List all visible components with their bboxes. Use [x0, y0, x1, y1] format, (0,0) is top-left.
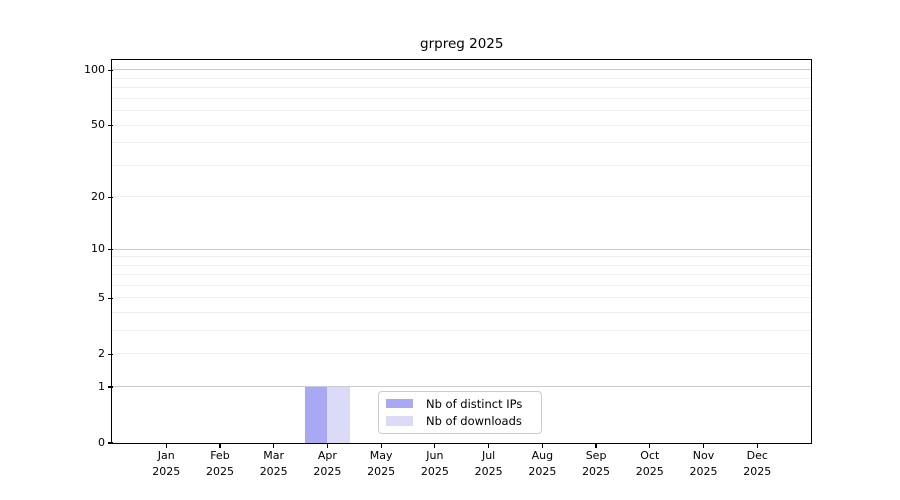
y-tick-label-0: 0 — [98, 436, 105, 449]
x-tick-sep — [595, 443, 597, 448]
y-gridline-minor-2 — [112, 353, 812, 355]
y-tick-50 — [107, 124, 113, 127]
y-tick-0 — [107, 442, 113, 444]
x-tick-label-jun: Jun 2025 — [420, 449, 449, 478]
y-gridline-minor-8 — [112, 264, 812, 266]
x-tick-jun — [434, 443, 436, 448]
y-tick-2 — [107, 353, 113, 355]
y-gridline-minor-80 — [112, 87, 812, 89]
y-gridline-minor-5 — [112, 297, 812, 299]
legend-swatch-distinct-ips — [386, 398, 413, 409]
legend-swatch-downloads — [386, 416, 413, 426]
y-tick-20 — [107, 196, 113, 198]
y-gridline-major-1 — [112, 386, 812, 388]
legend-item-downloads: Nb of downloads — [386, 414, 534, 428]
y-gridline-minor-50 — [112, 124, 812, 126]
x-tick-mar — [273, 443, 275, 448]
x-tick-apr — [326, 443, 328, 448]
y-gridline-minor-7 — [112, 274, 812, 276]
y-tick-label-2: 2 — [98, 347, 105, 361]
x-tick-label-mar: Mar 2025 — [259, 449, 288, 478]
legend-item-distinct-ips: Nb of distinct IPs — [386, 397, 534, 411]
x-tick-jul — [488, 443, 490, 448]
x-tick-label-oct: Oct 2025 — [635, 449, 664, 478]
legend: Nb of distinct IPs Nb of downloads — [378, 390, 542, 434]
x-tick-nov — [702, 443, 705, 448]
y-gridline-minor-30 — [112, 164, 812, 166]
x-tick-label-aug: Aug 2025 — [528, 449, 557, 478]
y-tick-label-50: 50 — [91, 118, 105, 132]
x-tick-oct — [649, 443, 651, 448]
y-gridline-minor-60 — [112, 110, 812, 112]
y-tick-label-20: 20 — [91, 190, 105, 204]
chart-title: grpreg 2025 — [420, 36, 504, 52]
y-tick-label-10: 10 — [91, 242, 105, 256]
y-gridline-minor-3 — [112, 330, 812, 332]
legend-label-distinct-ips: Nb of distinct IPs — [426, 396, 523, 411]
x-tick-label-jan: Jan 2025 — [152, 449, 181, 478]
bar-downloads-apr — [327, 386, 350, 443]
y-tick-10 — [107, 248, 113, 250]
y-tick-label-5: 5 — [98, 291, 105, 305]
y-gridline-minor-40 — [112, 142, 812, 144]
x-tick-may — [380, 443, 382, 448]
y-gridline-major-100 — [112, 69, 812, 71]
plot-area — [111, 59, 813, 445]
y-gridline-minor-9 — [112, 256, 812, 258]
x-tick-label-may: May 2025 — [367, 449, 396, 478]
x-tick-dec — [756, 443, 758, 448]
y-tick-label-1: 1 — [98, 380, 105, 394]
x-tick-label-feb: Feb 2025 — [205, 449, 234, 478]
x-tick-label-dec: Dec 2025 — [743, 449, 772, 478]
bar-distinct-ips-apr — [304, 386, 328, 443]
x-tick-aug — [541, 443, 543, 448]
y-tick-100 — [107, 69, 113, 71]
y-gridline-minor-4 — [112, 312, 812, 314]
x-tick-jan — [165, 443, 167, 448]
legend-label-downloads: Nb of downloads — [426, 413, 522, 428]
x-tick-label-sep: Sep 2025 — [582, 449, 611, 478]
x-tick-label-apr: Apr 2025 — [313, 449, 342, 478]
x-tick-label-nov: Nov 2025 — [689, 449, 718, 478]
y-tick-label-100: 100 — [84, 63, 105, 77]
x-tick-label-jul: Jul 2025 — [474, 449, 503, 478]
y-gridline-major-10 — [112, 248, 812, 250]
y-gridline-minor-90 — [112, 77, 812, 79]
y-tick-5 — [107, 297, 113, 299]
y-gridline-minor-6 — [112, 285, 812, 287]
y-gridline-minor-20 — [112, 196, 812, 198]
x-tick-feb — [219, 443, 221, 448]
y-tick-1 — [107, 386, 113, 388]
y-gridline-minor-70 — [112, 97, 812, 99]
